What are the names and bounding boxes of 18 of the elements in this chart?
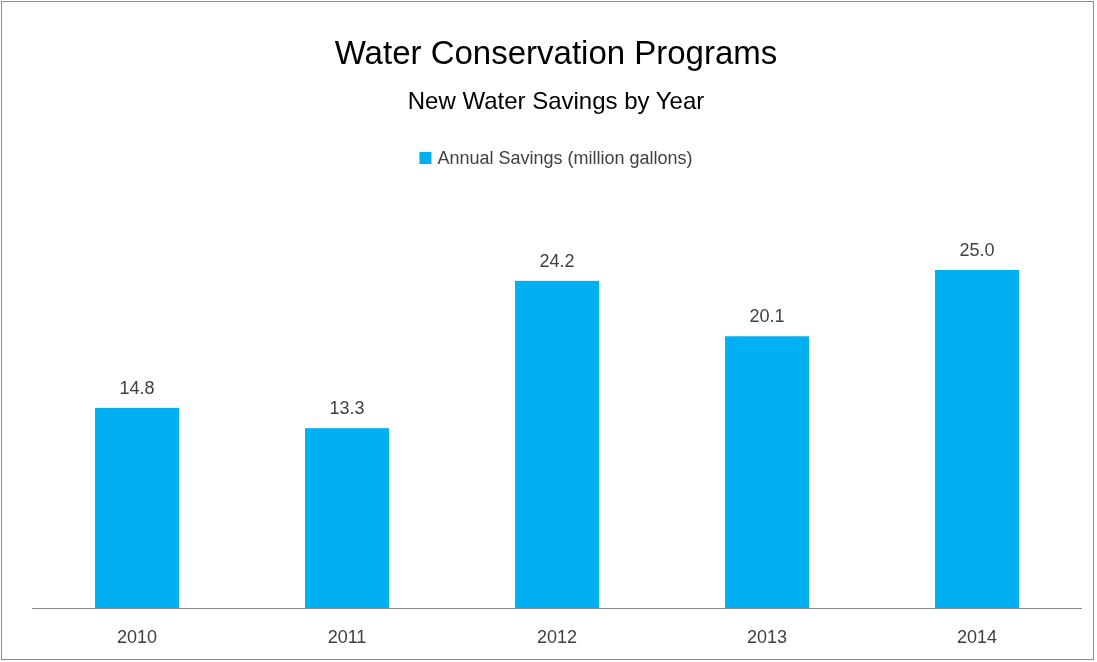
x-tick-label: 2013 [746,626,788,647]
chart-subtitle: New Water Savings by Year [407,87,705,114]
data-label: 24.2 [539,250,575,271]
x-tick-label: 2010 [116,626,158,647]
bar [725,336,809,608]
x-tick-label: 2011 [327,626,367,647]
bar [935,270,1019,608]
x-tick-label: 2012 [536,626,578,647]
legend-label: Annual Savings (million gallons) [437,148,693,168]
bar [305,428,389,608]
data-label: 20.1 [749,306,785,327]
x-tick-label: 2014 [956,626,998,647]
data-label: 13.3 [329,398,365,419]
bar [95,407,179,608]
bar [515,280,599,608]
chart-title: Water Conservation Programs [334,34,778,71]
data-label: 25.0 [959,240,995,260]
data-label: 14.8 [119,377,155,398]
